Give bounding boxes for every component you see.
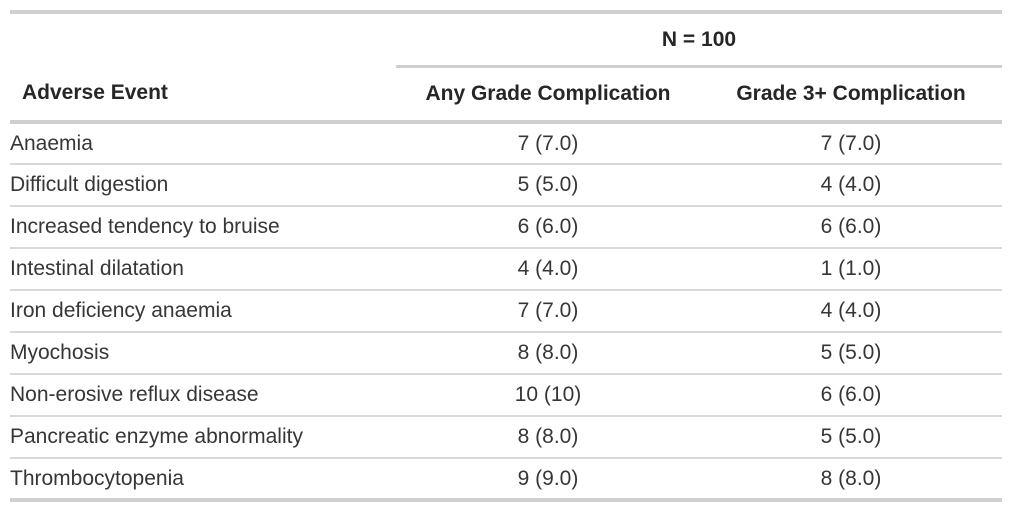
any-grade-cell: 5 (5.0) xyxy=(396,164,700,207)
adverse-event-cell: Thrombocytopenia xyxy=(10,466,184,490)
grade3-cell: 5 (5.0) xyxy=(700,332,1002,375)
grade3-cell: 4 (4.0) xyxy=(700,164,1002,207)
grade3-cell: 6 (6.0) xyxy=(700,374,1002,417)
any-grade-cell: 10 (10) xyxy=(396,374,700,417)
any-grade-cell: 6 (6.0) xyxy=(396,206,700,249)
table-row: Thrombocytopenia 9 (9.0) 8 (8.0) xyxy=(10,458,1002,500)
grade3-cell: 1 (1.0) xyxy=(700,248,1002,291)
table-body: Anaemia 7 (7.0) 7 (7.0) Difficult digest… xyxy=(10,122,1002,500)
adverse-event-cell: Myochosis xyxy=(10,332,396,375)
adverse-event-cell: Increased tendency to bruise xyxy=(10,206,396,249)
table-row: Intestinal dilatation 4 (4.0) 1 (1.0) xyxy=(10,248,1002,291)
table-row: Myochosis 8 (8.0) 5 (5.0) xyxy=(10,332,1002,375)
any-grade-cell: 8 (8.0) xyxy=(396,332,700,375)
any-grade-cell: 4 (4.0) xyxy=(396,248,700,291)
table-row: Pancreatic enzyme abnormality 8 (8.0) 5 … xyxy=(10,416,1002,459)
any-grade-cell: 7 (7.0) xyxy=(396,290,700,333)
grade3-cell: 8 (8.0) xyxy=(820,466,882,490)
adverse-event-cell: Non-erosive reflux disease xyxy=(10,374,396,417)
adverse-event-cell: Pancreatic enzyme abnormality xyxy=(10,416,396,459)
adverse-event-cell: Difficult digestion xyxy=(10,164,396,207)
table-row: Iron deficiency anaemia 7 (7.0) 4 (4.0) xyxy=(10,290,1002,333)
adverse-events-table: N = 100 Adverse Event Any Grade Complica… xyxy=(10,10,1002,502)
adverse-event-cell: Anaemia xyxy=(10,122,396,165)
adverse-event-cell: Iron deficiency anaemia xyxy=(10,290,396,333)
any-grade-cell: 9 (9.0) xyxy=(517,466,579,490)
spanner-row: N = 100 xyxy=(10,12,1002,68)
table-row: Increased tendency to bruise 6 (6.0) 6 (… xyxy=(10,206,1002,249)
table-row: Difficult digestion 5 (5.0) 4 (4.0) xyxy=(10,164,1002,207)
grade3-cell: 6 (6.0) xyxy=(700,206,1002,249)
grade3-cell: 7 (7.0) xyxy=(700,122,1002,165)
n-total-spanner-label: N = 100 xyxy=(396,12,1002,68)
grade3-cell: 5 (5.0) xyxy=(700,416,1002,459)
column-header-row: Adverse Event Any Grade Complication Gra… xyxy=(10,66,1002,124)
col-header-adverse-event: Adverse Event xyxy=(10,66,396,124)
col-header-any-grade-complication: Any Grade Complication xyxy=(396,66,700,124)
adverse-event-cell: Intestinal dilatation xyxy=(10,248,396,291)
table-row: Non-erosive reflux disease 10 (10) 6 (6.… xyxy=(10,374,1002,417)
spanner-blank-cell xyxy=(10,12,396,66)
grade3-cell: 4 (4.0) xyxy=(700,290,1002,333)
any-grade-cell: 8 (8.0) xyxy=(396,416,700,459)
any-grade-cell: 7 (7.0) xyxy=(396,122,700,165)
col-header-grade3-complication: Grade 3+ Complication xyxy=(700,66,1002,124)
table-row: Anaemia 7 (7.0) 7 (7.0) xyxy=(10,122,1002,165)
